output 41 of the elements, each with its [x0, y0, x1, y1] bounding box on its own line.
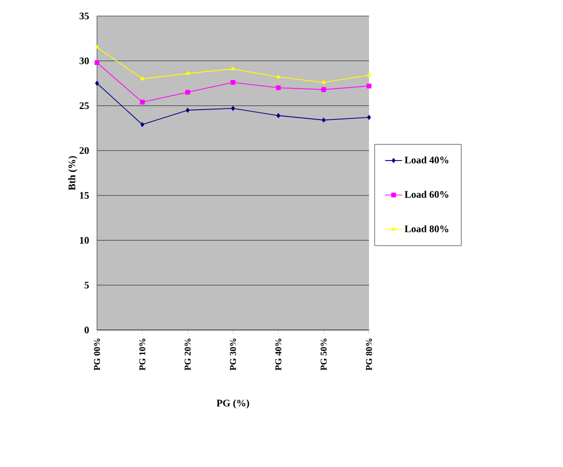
point [366, 84, 372, 88]
y-tick-label: 10 [80, 236, 89, 244]
point [230, 80, 236, 85]
point [321, 87, 326, 92]
point [230, 66, 236, 70]
x-tick-label: PG 00% [94, 338, 100, 370]
point [94, 60, 100, 66]
y-tick-label: 5 [84, 282, 89, 288]
legend-label: Load 60% [404, 190, 448, 198]
point [140, 76, 144, 80]
y-tick-label: 0 [84, 326, 89, 334]
point [140, 100, 145, 105]
point [95, 80, 99, 86]
x-axis-title: PG (%) [216, 399, 250, 408]
point [322, 118, 326, 122]
point [140, 122, 144, 127]
point [367, 114, 371, 120]
y-tick-label: 25 [80, 102, 89, 110]
y-tick-label: 35 [80, 12, 89, 20]
point [185, 90, 190, 95]
x-tick-label: PG 80% [366, 338, 372, 370]
point [231, 106, 235, 111]
x-tick-label: PG 50% [320, 338, 327, 370]
point [94, 45, 100, 49]
y-tick-label: 15 [80, 192, 89, 199]
legend-label: Load 80% [404, 225, 448, 232]
point [186, 71, 190, 75]
y-tick-label: 20 [80, 147, 89, 154]
x-tick-label: PG 10% [139, 338, 146, 370]
x-tick-label: PG 40% [275, 338, 282, 370]
legend-label: Load 40% [404, 156, 448, 164]
point [186, 108, 190, 113]
y-tick-label: 30 [80, 57, 89, 64]
x-tick-label: PG 30% [230, 338, 236, 370]
point [322, 80, 326, 84]
point [366, 72, 372, 77]
point [276, 74, 280, 78]
point [276, 85, 281, 90]
x-tick-label: PG 20% [184, 338, 191, 370]
y-axis-title: Bth (%) [68, 156, 78, 190]
point [276, 113, 280, 118]
